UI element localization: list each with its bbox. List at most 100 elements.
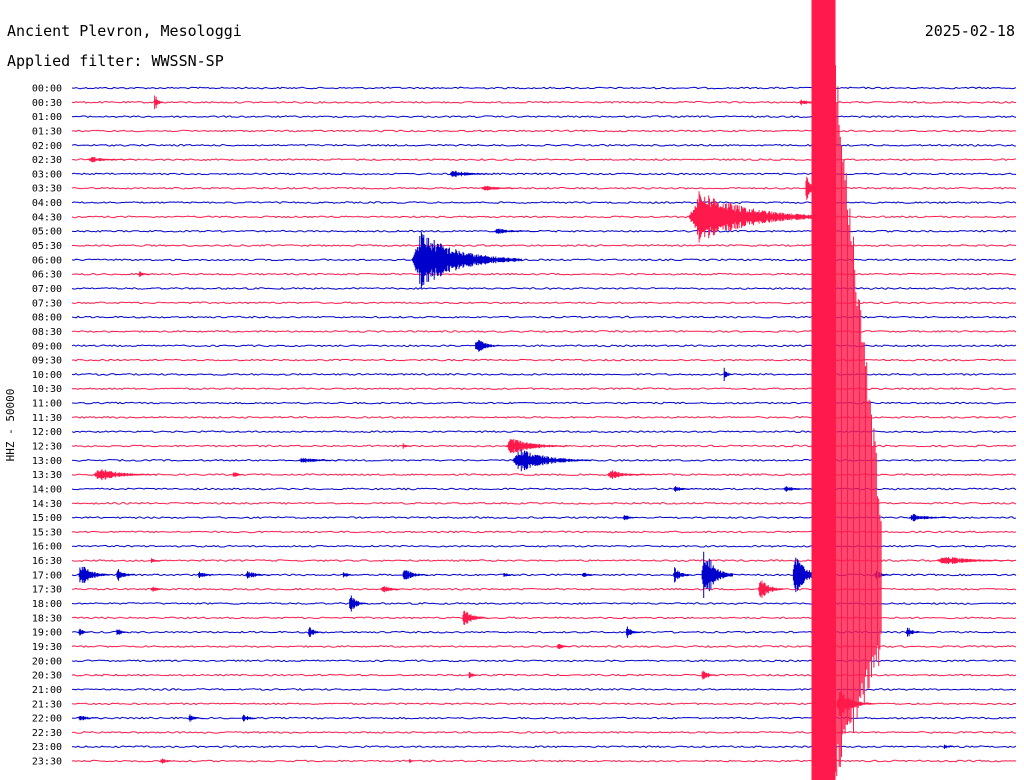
event-mark	[160, 758, 176, 764]
tick-label-2200: 22:00	[32, 714, 62, 725]
event-mark	[689, 191, 831, 243]
tick-label-0630: 06:30	[32, 270, 62, 281]
trace-2030	[71, 673, 1017, 677]
event-mark	[468, 671, 481, 679]
tick-label-0900: 09:00	[32, 341, 62, 352]
event-mark	[380, 586, 406, 593]
event-mark	[758, 580, 784, 598]
tick-label-1400: 14:00	[32, 484, 62, 495]
event-mark	[481, 186, 529, 191]
event-mark	[298, 458, 347, 463]
tick-label-0230: 02:30	[32, 155, 62, 166]
trace-0130	[71, 129, 1017, 133]
tick-label-1530: 15:30	[32, 527, 62, 538]
tick-label-1300: 13:00	[32, 456, 62, 467]
tick-label-1630: 16:30	[32, 556, 62, 567]
trace-0400	[71, 201, 1017, 205]
tick-label-1130: 11:30	[32, 413, 62, 424]
event-mark	[623, 515, 639, 521]
tick-label-2100: 21:00	[32, 685, 62, 696]
tick-label-1700: 17:00	[32, 570, 62, 581]
event-mark	[475, 339, 501, 352]
tick-label-0730: 07:30	[32, 298, 62, 309]
event-mark	[198, 571, 217, 578]
event-mark	[783, 486, 815, 492]
tick-label-1200: 12:00	[32, 427, 62, 438]
y-axis-label: HHZ - 50000	[4, 389, 17, 462]
trace-2200	[71, 716, 1017, 720]
trace-1100	[71, 401, 1017, 405]
tick-label-1230: 12:30	[32, 442, 62, 453]
event-mark	[494, 228, 542, 234]
trace-0630	[72, 272, 1017, 276]
event-mark	[154, 95, 164, 110]
event-mark	[582, 572, 598, 577]
event-mark	[242, 714, 258, 722]
event-mark	[232, 472, 245, 477]
tick-label-0400: 04:00	[32, 198, 62, 209]
event-mark	[151, 558, 164, 563]
tick-label-0200: 02:00	[32, 141, 62, 152]
event-mark	[906, 627, 922, 637]
tick-label-0800: 08:00	[32, 313, 62, 324]
trace-0000	[71, 86, 1017, 90]
event-mark	[342, 572, 356, 578]
event-mark	[556, 644, 573, 649]
tick-label-2000: 20:00	[32, 656, 62, 667]
station-title: Ancient Plevron, Mesologgi	[7, 22, 242, 40]
event-mark	[503, 573, 516, 577]
tick-label-2130: 21:30	[32, 699, 62, 710]
event-mark	[462, 610, 488, 625]
tick-label-2230: 22:30	[32, 728, 62, 739]
tick-label-1800: 18:00	[32, 599, 62, 610]
trace-0800	[71, 315, 1017, 319]
event-mark	[937, 557, 1017, 565]
event-mark	[188, 714, 205, 722]
event-mark	[349, 595, 368, 612]
event-mark	[308, 627, 324, 637]
tick-label-1600: 16:00	[32, 542, 62, 553]
tick-label-0830: 08:30	[32, 327, 62, 338]
event-mark	[78, 716, 104, 721]
trace-0330	[71, 186, 1017, 190]
tick-label-2330: 23:30	[32, 757, 62, 768]
tick-labels: 00:00 00:30 01:00 01:30 02:00 02:30 03:00 03:30…	[32, 84, 62, 768]
tick-label-0700: 07:00	[32, 284, 62, 295]
tick-label-0300: 03:00	[32, 169, 62, 180]
coda-signal	[835, 65, 882, 777]
event-mark	[245, 571, 271, 579]
tick-label-1900: 19:00	[32, 628, 62, 639]
trace-0730	[71, 301, 1017, 305]
trace-2300	[71, 745, 1017, 749]
event-mark	[409, 759, 415, 763]
event-mark	[512, 449, 592, 472]
tick-label-0330: 03:30	[32, 184, 62, 195]
tick-label-1100: 11:00	[32, 399, 62, 410]
trace-0700	[71, 287, 1017, 290]
trace-1130	[71, 415, 1016, 419]
trace-0200	[71, 143, 1017, 147]
event-mark	[943, 744, 957, 749]
tick-label-0930: 09:30	[32, 356, 62, 367]
trace-0900	[71, 344, 1017, 348]
tick-label-1830: 18:30	[32, 613, 62, 624]
trace-2330	[71, 759, 1017, 763]
trace-0300	[71, 172, 1017, 176]
tick-label-1730: 17:30	[32, 585, 62, 596]
event-mark	[673, 486, 699, 492]
date-label: 2025-02-18	[925, 22, 1015, 40]
large-earthquake-signal	[811, 0, 882, 780]
event-mark	[116, 629, 129, 635]
event-mark	[151, 586, 170, 592]
tick-label-1430: 14:30	[32, 499, 62, 510]
event-mark	[78, 566, 110, 583]
event-mark	[626, 626, 642, 638]
tick-label-0600: 06:00	[32, 255, 62, 266]
trace-0230	[72, 158, 1017, 162]
tick-label-0430: 04:30	[32, 212, 62, 223]
tick-label-1930: 19:30	[32, 642, 62, 653]
trace-1030	[71, 387, 1017, 391]
tick-label-1030: 10:30	[32, 384, 62, 395]
trace-1000	[71, 372, 1017, 376]
event-mark	[701, 551, 733, 598]
